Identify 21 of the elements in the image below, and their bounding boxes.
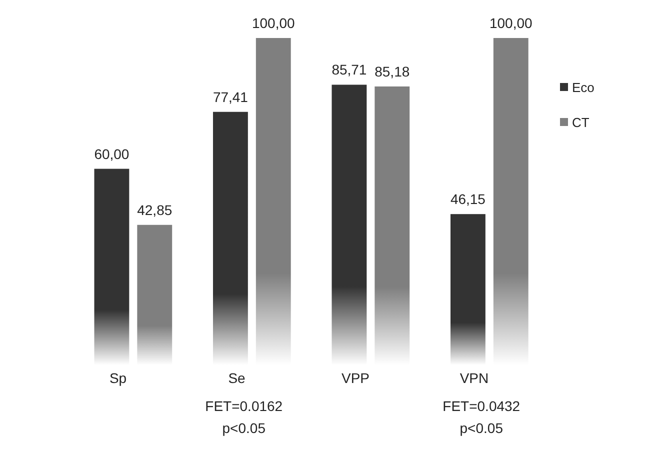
data-label: 46,15	[450, 191, 486, 208]
x-tick-label: Se	[228, 370, 246, 386]
data-label: 100,00	[489, 15, 533, 31]
x-tick-label: VPP	[341, 370, 370, 386]
data-label: 85,18	[374, 63, 410, 80]
bar	[450, 214, 486, 365]
bar	[94, 168, 130, 365]
text: FET=0.0162 p<0.05	[205, 398, 283, 436]
data-label: 100,00	[252, 15, 296, 31]
data-label: 77,41	[212, 88, 248, 105]
bar	[137, 224, 172, 365]
bar	[332, 84, 367, 365]
bar	[213, 112, 248, 365]
text: FET=0.0432 p<0.05	[442, 398, 520, 436]
x-tick-label: Sp	[109, 370, 127, 386]
x-tick-label: VPN	[460, 370, 489, 386]
data-label: 42,85	[137, 202, 172, 218]
data-label: 60,00	[94, 146, 130, 162]
legend-label: Eco	[572, 80, 594, 95]
legend-label: CT	[572, 115, 590, 130]
data-label: 85,71	[332, 62, 367, 78]
